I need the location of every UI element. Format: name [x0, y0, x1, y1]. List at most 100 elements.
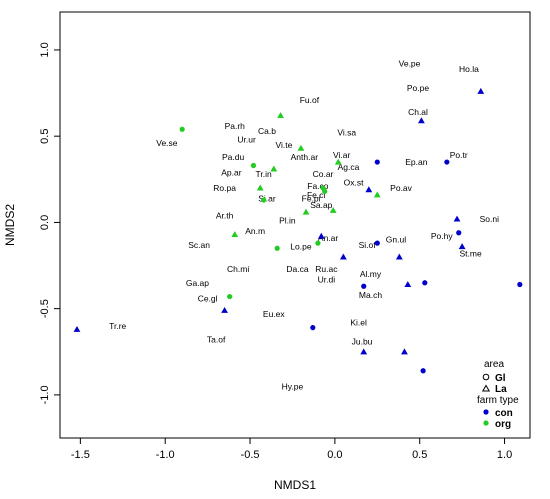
species-label: Ox.st: [344, 178, 364, 188]
x-axis-label: NMDS1: [274, 478, 316, 492]
species-label: Eu.ex: [263, 309, 285, 319]
site-point-org: [302, 208, 310, 215]
site-point-org: [277, 112, 284, 119]
species-label: Ch.mi: [227, 264, 249, 274]
species-label: Ur.di: [318, 274, 336, 284]
species-label: Ur.ur: [237, 135, 256, 145]
species-label: Tr.re: [109, 321, 126, 331]
y-axis: -1.0 -0.5 0.0 0.5 1.0: [39, 42, 60, 404]
species-label: Ap.ar: [221, 167, 241, 177]
legend-org-label: org: [495, 419, 511, 430]
site-point-org: [315, 240, 321, 246]
species-label: Hy.pe: [282, 381, 304, 391]
site-point-con: [404, 281, 412, 288]
species-label: Fa.co: [307, 181, 329, 191]
species-label: Al.my: [360, 269, 382, 279]
legend-la-marker: [481, 384, 491, 392]
species-label: Anth.ar: [291, 152, 319, 162]
species-label: Ce.gl: [198, 293, 218, 303]
species-label: Ar.th: [216, 211, 234, 221]
species-label: Co.ar: [313, 169, 334, 179]
x-tick-label: 1.0: [497, 449, 512, 461]
site-point-con: [374, 240, 380, 246]
plot-frame: [59, 11, 531, 439]
species-label: Vi.ar: [333, 150, 350, 160]
species-label: Ve.pe: [399, 59, 421, 69]
site-point-con: [453, 215, 461, 222]
y-tick-label: -1.0: [39, 385, 51, 404]
site-point-org: [373, 191, 381, 198]
species-label: An.ar: [318, 233, 338, 243]
species-label: Ho.la: [459, 64, 479, 74]
species-label: Si.of: [359, 240, 377, 250]
species-label: Pl.in: [279, 216, 296, 226]
species-label: Da.ca: [286, 264, 308, 274]
site-point-con: [418, 117, 425, 124]
y-tick-label: -0.5: [39, 299, 51, 318]
legend-la-label: La: [495, 384, 507, 395]
site-point-con: [401, 348, 408, 355]
species-label: Ch.al: [408, 107, 428, 117]
x-tick-label: 0.5: [412, 449, 427, 461]
site-point-con: [73, 325, 81, 332]
species-label: Po.av: [390, 183, 412, 193]
site-point-con: [339, 253, 347, 260]
site-point-org: [329, 206, 337, 213]
y-tick-label: 0.5: [39, 129, 51, 144]
legend-con-label: con: [495, 408, 513, 419]
x-axis: -1.5 -1.0 -0.5 0.0 0.5 1.0: [71, 438, 512, 461]
legend-area-title: area: [484, 359, 504, 370]
site-point-con: [420, 368, 426, 374]
site-point-org: [250, 162, 257, 169]
site-point-con: [310, 325, 316, 331]
site-point-con: [395, 253, 403, 260]
species-label: Ta.of: [207, 335, 226, 345]
legend-gl-marker: [482, 373, 490, 381]
site-point-con: [458, 243, 466, 250]
site-point-con: [517, 281, 523, 288]
x-tick-label: -1.5: [71, 449, 90, 461]
site-point-org: [231, 231, 239, 238]
species-label: Ro.pa: [213, 183, 236, 193]
species-label: An.m: [245, 226, 265, 236]
site-point-org: [261, 197, 267, 203]
species-label: Ju.bu: [352, 336, 373, 346]
y-tick-label: 0.0: [39, 215, 51, 230]
legend-gl-label: Gl: [495, 373, 506, 384]
species-label: Pa.du: [222, 152, 244, 162]
site-point-org: [322, 188, 328, 194]
species-label: Pa.rh: [225, 121, 246, 131]
site-point-org: [256, 184, 264, 191]
y-tick-label: 1.0: [39, 42, 51, 57]
species-label: Po.pe: [407, 83, 429, 93]
site-point-org: [274, 245, 280, 251]
site-point-con: [456, 230, 462, 236]
species-label: Lo.pe: [290, 242, 312, 252]
species-label: Tr.in: [256, 169, 272, 179]
species-label: Ru.ac: [315, 264, 338, 274]
x-tick-label: 0.0: [327, 449, 342, 461]
species-label: Ki.el: [350, 317, 367, 327]
site-point-con: [422, 280, 428, 286]
species-label: Ga.ap: [186, 278, 209, 288]
species-label: Fe.pi: [302, 193, 321, 203]
site-points: [73, 87, 523, 374]
site-point-con: [444, 159, 450, 165]
x-tick-label: -1.0: [156, 449, 175, 461]
species-label: Vi.te: [276, 140, 293, 150]
site-point-con: [477, 87, 485, 94]
species-label: Ep.an: [405, 157, 427, 167]
site-point-con: [221, 306, 228, 313]
species-label: Sa.ap: [310, 200, 332, 210]
y-axis-label: NMDS2: [3, 204, 17, 246]
species-label: Fu.of: [300, 95, 320, 105]
species-label: Sc.an: [188, 240, 210, 250]
site-point-org: [270, 165, 278, 172]
species-label: Ag.ca: [338, 162, 360, 172]
species-labels: Ve.pe Ho.la Po.pe Fu.of Ch.al Pa.rh Ca.b Vi.sa U…: [109, 59, 499, 392]
legend-farm-title: farm type: [477, 395, 519, 406]
species-label: Vi.sa: [337, 128, 356, 138]
site-point-con: [317, 232, 325, 239]
site-point-org: [227, 293, 233, 300]
site-point-con: [361, 283, 367, 289]
